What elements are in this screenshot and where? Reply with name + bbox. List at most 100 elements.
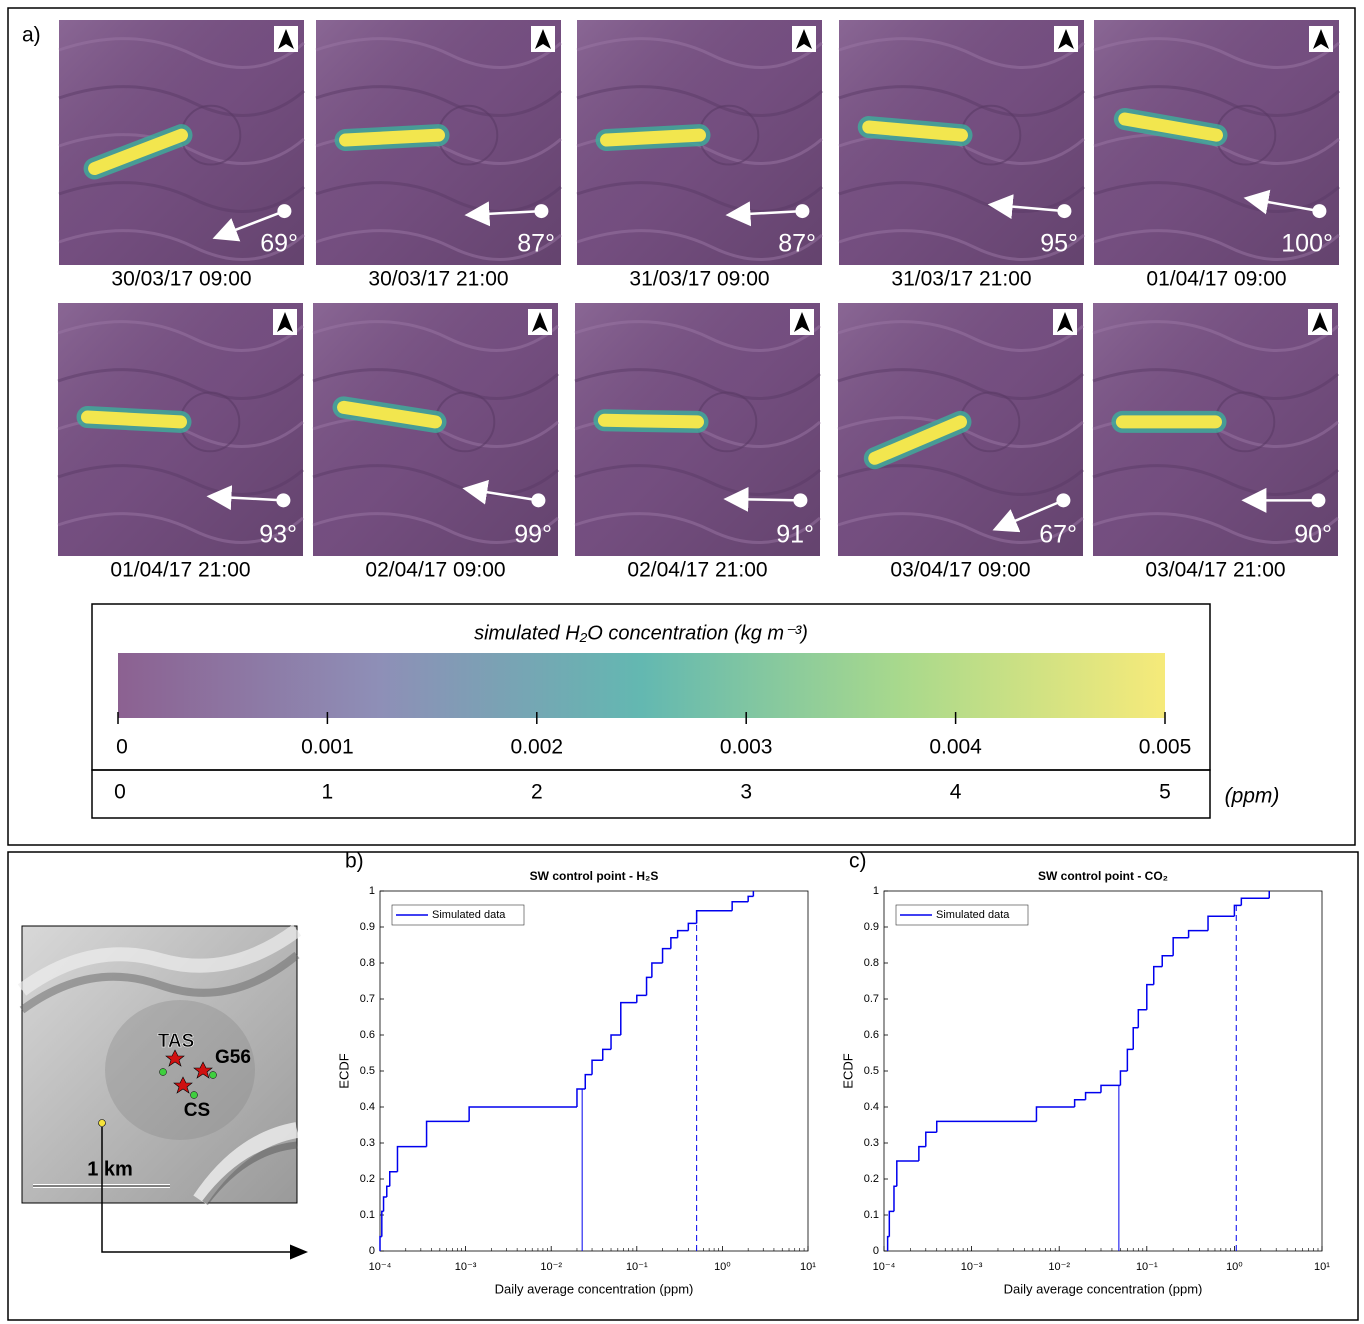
map: 91° <box>574 303 821 556</box>
ecdf-step <box>676 929 689 938</box>
map-date: 02/04/17 09:00 <box>365 559 505 582</box>
ecdf-step <box>636 994 647 1003</box>
wind-arrow <box>987 194 1065 220</box>
x-axis-label: Daily average concentration (ppm) <box>1004 1281 1203 1296</box>
north-arrow <box>277 312 293 332</box>
chart-title: SW control point - CO₂ <box>1038 869 1168 883</box>
plot-area <box>883 890 1323 1252</box>
plume <box>81 410 187 429</box>
colorbar-tick-label: 0.001 <box>301 736 354 759</box>
relief <box>574 512 821 544</box>
y-tick-label: 0.5 <box>864 1065 879 1077</box>
wind-arrow <box>1243 189 1320 215</box>
ecdf-step <box>918 1145 926 1161</box>
map-date: 03/04/17 09:00 <box>890 559 1030 582</box>
wind-origin <box>277 204 292 219</box>
x-tick-label: 10⁻² <box>540 1261 562 1273</box>
map-date: 30/03/17 21:00 <box>368 268 508 291</box>
relief <box>1093 181 1340 213</box>
pointer-arrow <box>101 1127 308 1260</box>
wind-arrow <box>206 485 284 511</box>
x-tick-label: 10⁻³ <box>455 1261 477 1273</box>
y-tick-label: 0.6 <box>864 1029 879 1041</box>
colorbar <box>118 653 1165 718</box>
ecdf-step <box>620 1001 637 1035</box>
y-tick-label: 0.7 <box>360 993 375 1005</box>
x-tick-label: 10⁻² <box>1048 1261 1070 1273</box>
wind-origin <box>1057 204 1072 219</box>
relief <box>193 1122 299 1205</box>
relief <box>57 320 304 352</box>
colorbar-tick-label: 0.005 <box>1139 736 1192 759</box>
wind-origin <box>1311 493 1326 508</box>
wind-angle: 95° <box>1040 230 1078 258</box>
y-axis-label: ECDF <box>336 1053 351 1088</box>
y-axis-label: ECDF <box>840 1053 855 1088</box>
inset-map: TAS G56 CS 1 km <box>17 924 308 1260</box>
north-arrow <box>532 312 548 332</box>
ecdf-step <box>576 1088 586 1107</box>
relief <box>1093 37 1340 69</box>
relief <box>58 85 305 117</box>
relief <box>576 85 823 117</box>
relief <box>838 37 1085 69</box>
relief <box>312 320 559 352</box>
ecdf-step <box>379 1235 382 1251</box>
map: 95° <box>838 20 1085 265</box>
map-date: 03/04/17 21:00 <box>1145 559 1285 582</box>
relief <box>1093 133 1340 165</box>
ppm-tick-label: 5 <box>1159 781 1171 804</box>
relief <box>576 229 823 261</box>
north-arrow <box>1058 29 1074 49</box>
station-star <box>173 1076 193 1094</box>
north-arrow <box>278 29 294 49</box>
map-date: 01/04/17 09:00 <box>1146 268 1286 291</box>
map: 100° <box>1093 20 1340 265</box>
y-tick-label: 0.4 <box>864 1101 879 1113</box>
ecdf-step <box>1207 915 1235 931</box>
y-tick-label: 0.6 <box>360 1029 375 1041</box>
relief <box>315 37 562 69</box>
relief <box>574 368 821 400</box>
wind-angle: 100° <box>1281 230 1333 258</box>
relief <box>838 181 1085 213</box>
ppm-tick-label: 0 <box>114 781 126 804</box>
wind-origin <box>534 204 549 219</box>
ecdf-step <box>1132 1027 1139 1050</box>
plume <box>600 128 706 147</box>
ppm-tick-label: 2 <box>531 781 543 804</box>
legend-label: Simulated data <box>432 909 506 921</box>
relief <box>574 320 821 352</box>
ecdf-step <box>386 1185 390 1197</box>
plot-area <box>379 890 809 1252</box>
relief <box>838 229 1085 261</box>
wind-angle: 87° <box>517 230 555 258</box>
relief <box>58 133 305 165</box>
relief <box>837 416 1084 448</box>
x-tick-label: 10⁻¹ <box>626 1261 648 1273</box>
scale-label: 1 km <box>87 1158 133 1180</box>
x-tick-label: 10⁻³ <box>961 1261 983 1273</box>
relief <box>315 181 562 213</box>
map: 87° <box>576 20 823 265</box>
ecdf-step <box>925 1131 937 1147</box>
ecdf-step <box>896 1160 919 1187</box>
relief <box>57 512 304 544</box>
ecdf-step <box>1172 937 1189 956</box>
y-tick-label: 0.8 <box>360 957 375 969</box>
wind-arrow <box>464 201 542 227</box>
north-arrow <box>1313 29 1329 49</box>
ecdf-step <box>389 1171 398 1187</box>
relief <box>315 229 562 261</box>
plume <box>337 400 442 429</box>
ecdf-step <box>584 1073 593 1089</box>
y-tick-label: 0 <box>369 1245 375 1257</box>
north-arrow <box>1057 312 1073 332</box>
site-dot <box>209 1071 217 1079</box>
ecdf-step <box>651 962 663 978</box>
panel-a-frame <box>7 7 1356 846</box>
relief <box>58 37 305 69</box>
y-tick-label: 0.1 <box>864 1209 879 1221</box>
relief <box>576 181 823 213</box>
wind-angle: 67° <box>1039 521 1077 549</box>
